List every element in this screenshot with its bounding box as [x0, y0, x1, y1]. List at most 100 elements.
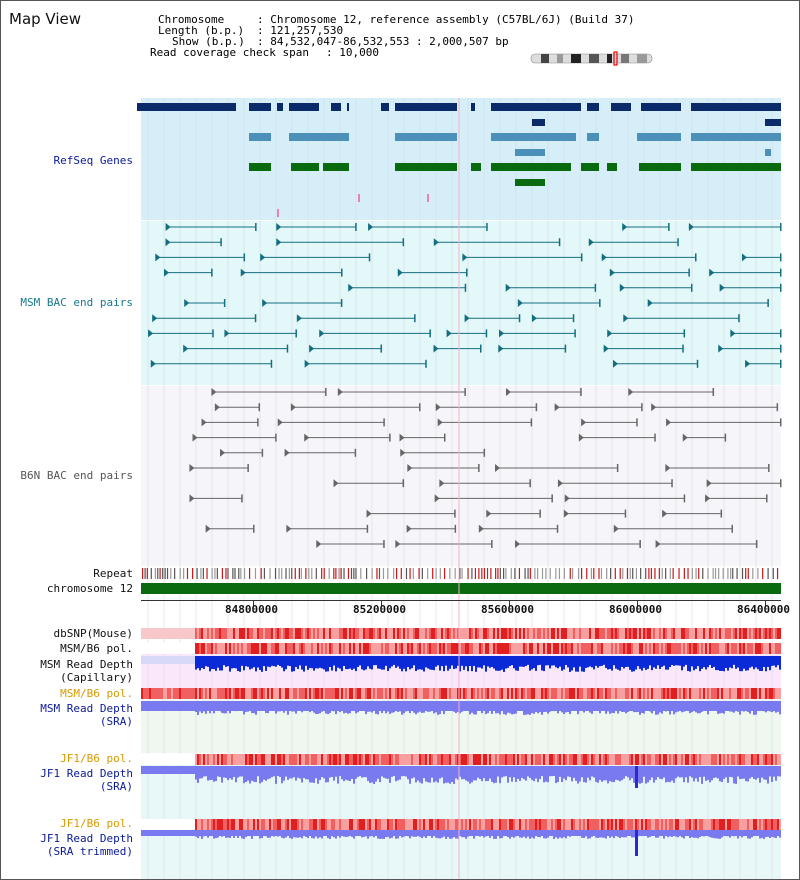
refseq-gene-marks[interactable]	[137, 103, 781, 217]
bac-end-marker	[623, 314, 629, 323]
gene-block	[637, 133, 681, 141]
bac-end-marker	[498, 344, 504, 353]
gene-block	[611, 103, 631, 111]
gene-block	[491, 103, 581, 111]
bac-end-marker	[284, 448, 290, 457]
bac-end-marker	[709, 268, 715, 277]
bac-end-marker	[588, 238, 594, 247]
bac-end-marker	[276, 223, 282, 231]
track-label-msm-b6-pol[interactable]: MSM/B6 pol.	[60, 642, 133, 655]
chromosome-key: Chromosome	[158, 13, 225, 26]
bac-end-marker	[564, 494, 570, 503]
gene-block	[323, 163, 349, 171]
bac-end-marker	[437, 418, 443, 427]
ruler-tick-label: 86400000	[737, 603, 790, 616]
bac-end-marker	[706, 479, 712, 488]
gene-block	[515, 179, 545, 186]
coverage-key: Read coverage check span	[150, 46, 309, 59]
ruler-tick	[765, 600, 766, 606]
chromosome-bar	[141, 583, 781, 594]
bac-end-marker	[578, 433, 584, 442]
bac-end-marker	[563, 509, 569, 518]
bac-end-marker	[612, 359, 618, 368]
polymorphism-tracks	[141, 628, 781, 830]
bac-end-marker	[665, 464, 671, 472]
bac-end-marker	[531, 314, 537, 323]
bac-end-marker	[319, 329, 325, 338]
bac-end-marker	[446, 329, 452, 338]
ruler-tick-label: 86000000	[609, 603, 662, 616]
bac-end-marker	[581, 418, 587, 427]
track-label-b6n-bac[interactable]: B6N BAC end pairs	[20, 469, 133, 482]
bac-end-marker	[505, 283, 511, 292]
bac-end-marker	[462, 253, 468, 262]
bac-end-marker	[607, 329, 613, 338]
gene-block	[641, 103, 681, 111]
bac-end-marker	[240, 268, 246, 277]
track-label-msm-b6-pol-sra[interactable]: MSM/B6 pol.	[60, 687, 133, 700]
bac-end-marker	[348, 283, 354, 292]
b6n-bac-marks[interactable]	[189, 388, 782, 548]
bac-end-marker	[395, 540, 401, 548]
gene-block	[347, 103, 349, 111]
gene-block	[639, 163, 681, 171]
bac-end-marker	[406, 524, 412, 533]
bac-end-marker	[189, 464, 195, 472]
bac-end-marker	[662, 509, 668, 518]
show-key: Show (b.p.)	[172, 35, 245, 48]
track-label-dbsnp[interactable]: dbSNP(Mouse)	[53, 627, 133, 640]
bac-end-marker	[400, 448, 406, 457]
track-label-jf1-b6-pol[interactable]: JF1/B6 pol.	[60, 752, 133, 765]
gene-block	[331, 103, 341, 111]
chromosome-value: : Chromosome 12, reference assembly (C57…	[257, 13, 635, 26]
bac-end-marker	[366, 509, 372, 518]
show-value: : 84,532,047-86,532,553 : 2,000,507 bp	[257, 35, 509, 48]
gene-block	[289, 133, 349, 141]
bac-end-marker	[296, 314, 302, 323]
track-label-msm-read-depth-sra[interactable]: MSM Read Depth	[40, 702, 133, 715]
bac-end-marker	[304, 433, 310, 442]
length-value: : 121,257,530	[257, 24, 344, 37]
bac-end-marker	[224, 329, 230, 338]
track-label-chromosome[interactable]: chromosome 12	[46, 582, 133, 595]
bac-end-marker	[309, 344, 315, 353]
bac-end-marker	[554, 403, 560, 412]
track-label-jf1-b6-pol-2[interactable]: JF1/B6 pol.	[60, 817, 133, 830]
gene-block	[491, 133, 576, 141]
bac-end-marker	[148, 329, 154, 338]
bac-end-marker	[165, 238, 171, 247]
ruler-tick	[253, 600, 254, 606]
track-label-jf1-read-depth[interactable]: JF1 Read Depth	[40, 767, 133, 780]
track-label-refseq[interactable]: RefSeq Genes	[53, 154, 133, 167]
track-label-msm-bac[interactable]: MSM BAC end pairs	[20, 296, 133, 309]
bac-end-marker	[730, 329, 736, 338]
jf1-trim-depth-bg	[141, 829, 781, 879]
chromosome-ideogram[interactable]	[530, 51, 653, 66]
msm-bac-marks[interactable]	[148, 223, 782, 368]
track-label-sra: (SRA)	[99, 715, 133, 728]
bac-end-marker	[619, 283, 625, 292]
track-label-jf1-read-depth-trimmed[interactable]: JF1 Read Depth	[40, 832, 133, 845]
gene-block	[691, 103, 781, 111]
coverage-value: : 10,000	[326, 46, 379, 59]
bac-end-marker	[152, 314, 158, 323]
gene-block	[515, 149, 545, 156]
gene-block	[532, 119, 545, 126]
bac-end-marker	[495, 464, 501, 472]
ruler-tick-label: 85600000	[481, 603, 534, 616]
bac-end-marker	[399, 433, 405, 442]
bac-end-marker	[741, 253, 747, 262]
track-label-msm-read-depth[interactable]: MSM Read Depth	[40, 658, 133, 671]
read-depth-tracks	[141, 656, 781, 856]
bac-end-marker	[647, 299, 653, 307]
bac-end-marker	[666, 418, 672, 427]
bac-end-marker	[603, 344, 609, 353]
track-label-repeat[interactable]: Repeat	[93, 567, 133, 580]
bac-end-marker	[155, 253, 161, 262]
ruler-tick	[381, 600, 382, 606]
bac-end-marker	[478, 524, 484, 533]
gene-block	[691, 133, 781, 141]
gene-block	[471, 163, 481, 171]
